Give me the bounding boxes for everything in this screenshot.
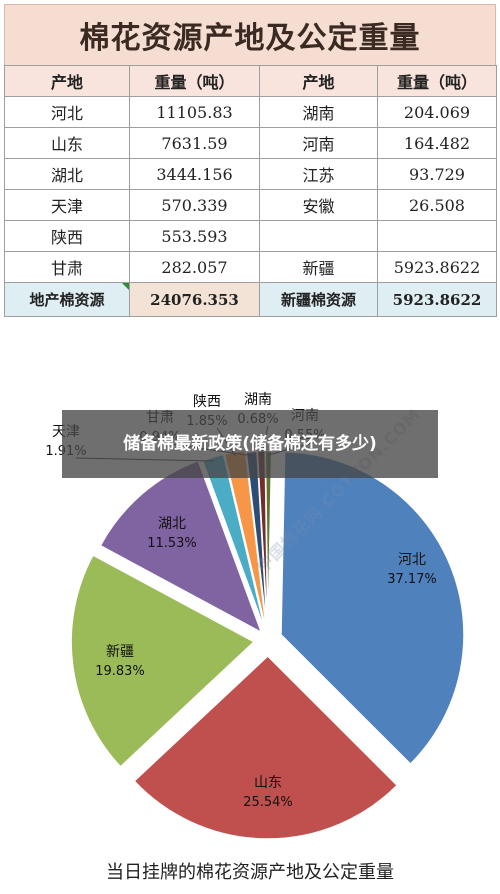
table-cell: 11105.83	[129, 96, 260, 128]
production-weight-table: 产地 重量（吨） 产地 重量（吨） 河北 11105.83 湖南 204.069…	[4, 65, 497, 317]
table-cell: 河南	[259, 127, 378, 159]
total-label-local-text: 地产棉资源	[29, 291, 105, 309]
slice-percent-2: 19.83%	[95, 664, 145, 679]
header-origin-1: 产地	[4, 65, 130, 97]
table-title: 棉花资源产地及公定重量	[79, 21, 421, 56]
table-cell: 93.729	[377, 158, 497, 190]
table-cell: 陕西	[4, 220, 130, 252]
table-cell: 3444.156	[129, 158, 260, 190]
slice-label-7: 湖南	[244, 392, 272, 408]
table-total-row: 地产棉资源 24076.353 新疆棉资源 5923.8622	[4, 282, 497, 317]
slice-label-0: 河北	[398, 552, 426, 568]
header-weight-2: 重量（吨）	[377, 65, 497, 97]
table-cell: 204.069	[377, 96, 497, 128]
table-row: 湖北 3444.156 江苏 93.729	[4, 158, 497, 190]
table-cell	[377, 220, 497, 252]
table-cell: 282.057	[129, 251, 260, 283]
slice-label-1: 山东	[254, 775, 282, 791]
table-cell: 7631.59	[129, 127, 260, 159]
table-row: 河北 11105.83 湖南 204.069	[4, 96, 497, 128]
article-title: 储备棉最新政策(储备棉还有多少)	[123, 434, 377, 454]
article-title-overlay: 储备棉最新政策(储备棉还有多少)	[62, 410, 438, 478]
table-cell: 湖南	[259, 96, 378, 128]
slice-percent-0: 37.17%	[387, 572, 437, 587]
table-cell: 甘肃	[4, 251, 130, 283]
table-cell: 河北	[4, 96, 130, 128]
table-cell: 553.593	[129, 220, 260, 252]
slice-label-2: 新疆	[106, 644, 134, 660]
table-cell: 570.339	[129, 189, 260, 221]
table-cell: 安徽	[259, 189, 378, 221]
table-cell	[259, 220, 378, 252]
cell-corner-marker	[122, 283, 129, 290]
pie-slice-2	[70, 554, 256, 768]
total-label-xinjiang: 新疆棉资源	[259, 282, 378, 317]
table-cell: 天津	[4, 189, 130, 221]
table-cell: 164.482	[377, 127, 497, 159]
table-cell: 新疆	[259, 251, 378, 283]
table-row: 山东 7631.59 河南 164.482	[4, 127, 497, 159]
chart-title-banner: 棉花资源产地及公定重量	[4, 4, 496, 66]
table-cell: 26.508	[377, 189, 497, 221]
pie-slice-1	[133, 654, 399, 840]
slice-label-3: 湖北	[158, 516, 186, 532]
table-row: 陕西 553.593	[4, 220, 497, 252]
table-row: 甘肃 282.057 新疆 5923.8622	[4, 251, 497, 283]
slice-percent-1: 25.54%	[243, 795, 293, 810]
chart-caption: 当日挂牌的棉花资源产地及公定重量	[106, 862, 394, 883]
header-origin-2: 产地	[259, 65, 378, 97]
table-row: 天津 570.339 安徽 26.508	[4, 189, 497, 221]
table-cell: 湖北	[4, 158, 130, 190]
total-label-local: 地产棉资源	[4, 282, 130, 317]
table-cell: 山东	[4, 127, 130, 159]
slice-percent-3: 11.53%	[147, 536, 197, 551]
table-header-row: 产地 重量（吨） 产地 重量（吨）	[4, 65, 497, 97]
table-cell: 5923.8622	[377, 251, 497, 283]
header-weight-1: 重量（吨）	[129, 65, 260, 97]
total-value-xinjiang: 5923.8622	[377, 282, 497, 317]
slice-label-5: 陕西	[193, 394, 221, 410]
table-cell: 江苏	[259, 158, 378, 190]
total-value-local: 24076.353	[129, 282, 260, 317]
